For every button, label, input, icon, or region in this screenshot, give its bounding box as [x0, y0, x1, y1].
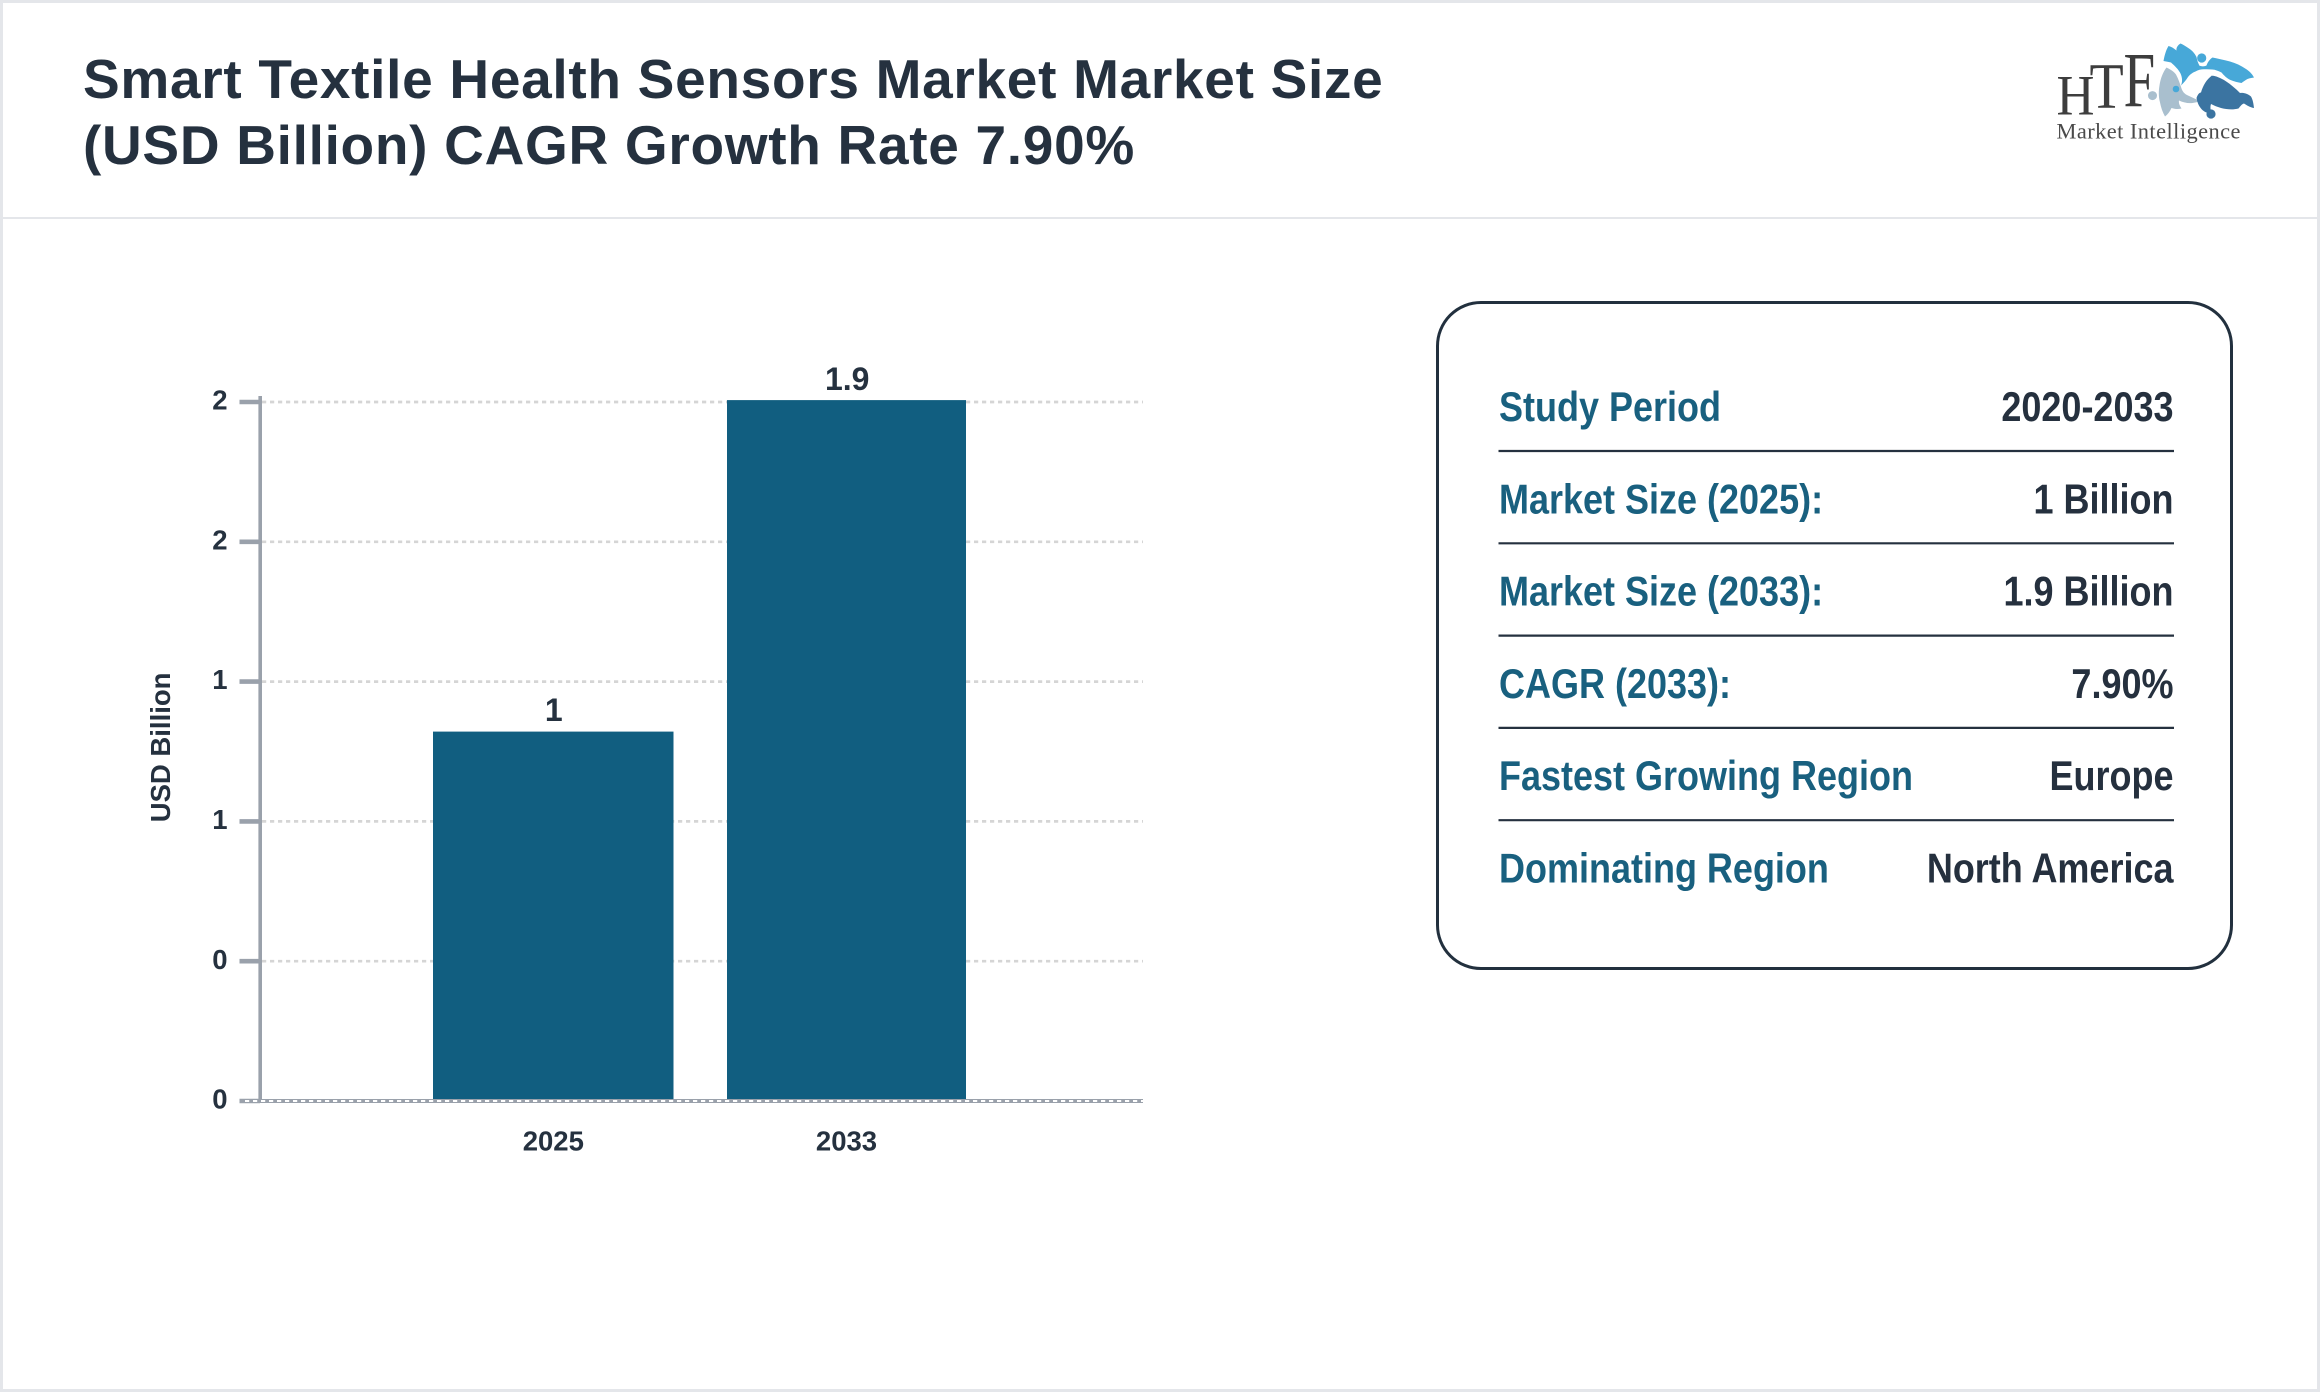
svg-text:Dominating Region: Dominating Region — [1499, 846, 1829, 892]
svg-text:Europe: Europe — [2050, 754, 2174, 800]
svg-text:USD Billion: USD Billion — [145, 673, 176, 823]
svg-text:H: H — [2057, 65, 2095, 128]
svg-text:T: T — [2090, 49, 2124, 121]
svg-text:2: 2 — [212, 524, 227, 555]
svg-text:North America: North America — [1927, 846, 2174, 892]
svg-text:2033: 2033 — [816, 1126, 877, 1157]
svg-text:CAGR (2033):: CAGR (2033): — [1499, 661, 1731, 707]
svg-text:1: 1 — [212, 664, 227, 695]
svg-text:F: F — [2124, 37, 2156, 124]
svg-text:Market Size (2025):: Market Size (2025): — [1499, 477, 1823, 523]
svg-text:Market Size (2033):: Market Size (2033): — [1499, 569, 1823, 615]
svg-text:1.9 Billion: 1.9 Billion — [2003, 569, 2173, 615]
svg-text:1: 1 — [545, 692, 563, 728]
svg-text:Study Period: Study Period — [1499, 384, 1721, 430]
svg-text:1 Billion: 1 Billion — [2034, 477, 2174, 523]
svg-text:Fastest Growing Region: Fastest Growing Region — [1499, 754, 1913, 800]
svg-text:1: 1 — [212, 804, 227, 835]
svg-text:2: 2 — [212, 385, 227, 416]
svg-text:2020-2033: 2020-2033 — [2001, 384, 2173, 430]
svg-text:7.90%: 7.90% — [2071, 661, 2173, 707]
svg-text:0: 0 — [212, 944, 227, 975]
svg-text:1.9: 1.9 — [825, 361, 869, 397]
svg-text:Market Intelligence: Market Intelligence — [2057, 119, 2241, 144]
svg-text:2025: 2025 — [523, 1126, 584, 1157]
svg-text:0: 0 — [212, 1084, 227, 1115]
